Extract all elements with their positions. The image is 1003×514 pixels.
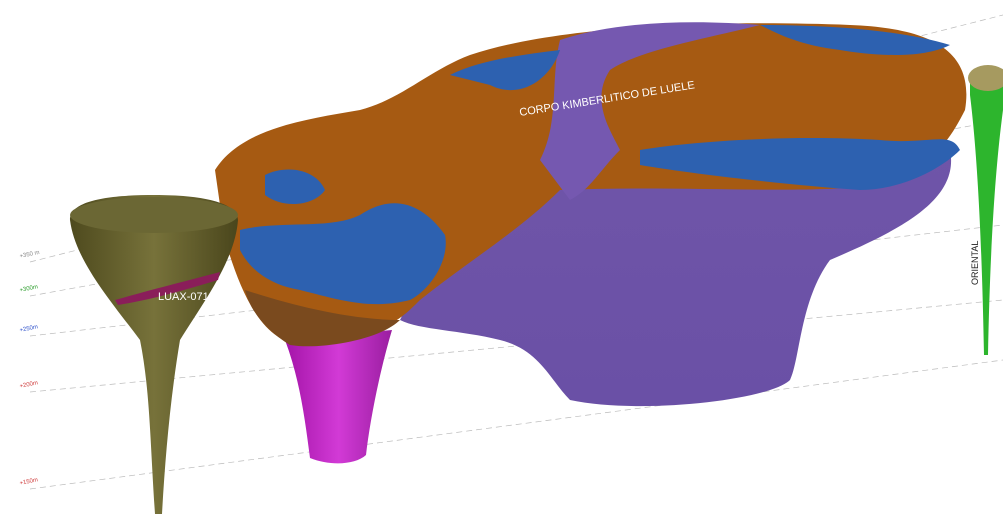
magenta-pipe [285, 330, 392, 464]
elevation-label: +350 m [19, 250, 40, 260]
olive-funnel [70, 195, 238, 514]
blue-patch [265, 169, 325, 205]
blue-patch [240, 203, 446, 305]
elevation-label: +300m [19, 284, 38, 294]
elevation-label: +250m [19, 324, 38, 334]
drillhole-label: LUAX-071 [158, 291, 209, 303]
orange-shade [245, 290, 400, 347]
elevation-label: +200m [19, 380, 38, 390]
elevation-label: +150m [19, 477, 38, 487]
purple-top-band [540, 22, 760, 200]
green-pipe [970, 75, 1003, 355]
elevation-labels: +350 m +300m +250m +200m +150m [19, 250, 40, 487]
oriental-label: ORIENTAL [970, 241, 980, 285]
blue-patch [760, 25, 950, 55]
drillhole-trace [115, 272, 220, 305]
olive-top [70, 197, 238, 233]
blue-patch [640, 138, 960, 190]
purple-body [400, 150, 952, 407]
green-pipe-top [968, 65, 1003, 91]
blue-patch [450, 50, 560, 91]
